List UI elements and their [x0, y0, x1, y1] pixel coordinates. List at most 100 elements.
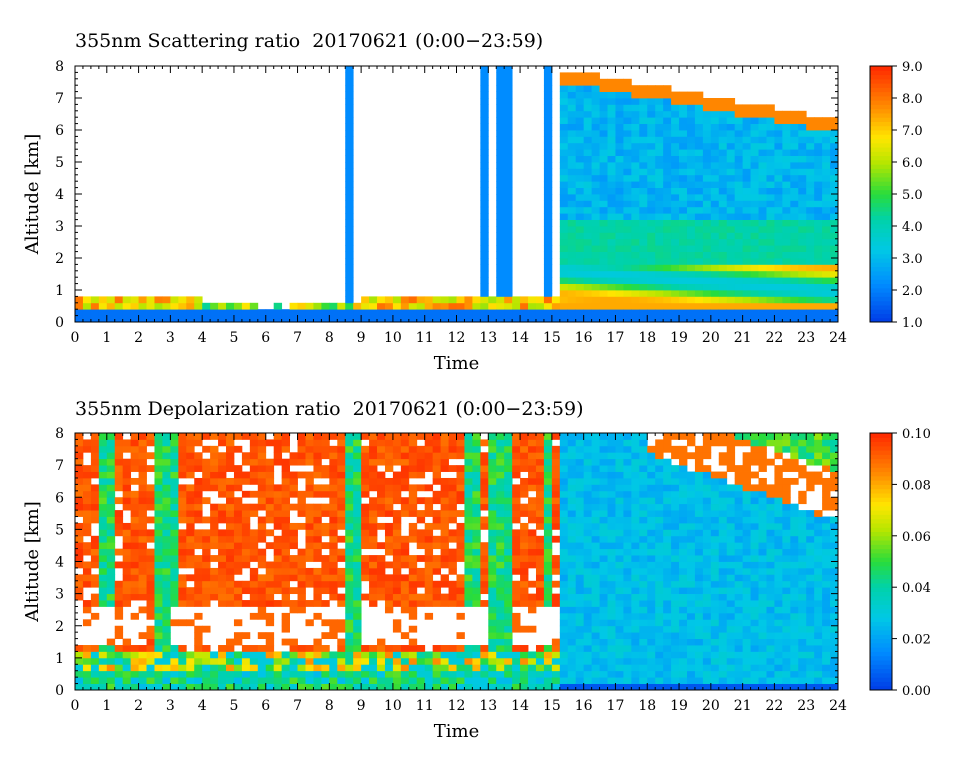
heatmap-cell	[130, 542, 139, 550]
heatmap-cell	[623, 683, 632, 691]
heatmap-cell	[90, 542, 100, 550]
heatmap-cell	[766, 162, 775, 169]
heatmap-cell	[241, 580, 251, 588]
heatmap-cell	[512, 600, 521, 607]
heatmap-cell	[329, 542, 338, 550]
heatmap-cell	[273, 510, 283, 517]
colorbar-segment	[870, 279, 892, 285]
heatmap-cell	[543, 587, 553, 595]
heatmap-cell	[321, 567, 330, 575]
heatmap-cell	[194, 683, 203, 691]
heatmap-cell	[663, 283, 672, 291]
heatmap-cell	[726, 110, 736, 118]
heatmap-cell	[686, 213, 696, 220]
heatmap-cell	[663, 516, 672, 524]
heatmap-cell	[440, 445, 449, 453]
heatmap-cell	[496, 619, 505, 627]
heatmap-cell	[321, 452, 330, 460]
heatmap-cell	[567, 484, 577, 492]
heatmap-cell	[830, 309, 839, 316]
heatmap-cell	[750, 213, 759, 220]
heatmap-cell	[408, 600, 418, 607]
heatmap-cell	[512, 677, 521, 684]
heatmap-cell	[281, 490, 290, 498]
heatmap-cell	[162, 625, 171, 633]
heatmap-cell	[512, 309, 521, 316]
heatmap-cell	[273, 548, 283, 556]
heatmap-cell	[750, 529, 759, 537]
heatmap-cell	[265, 612, 275, 620]
heatmap-cell	[392, 645, 402, 652]
heatmap-cell	[186, 657, 195, 665]
heatmap-cell	[559, 168, 569, 176]
heatmap-cell	[599, 619, 608, 627]
heatmap-cell	[154, 574, 163, 582]
heatmap-cell	[472, 651, 481, 659]
heatmap-cell	[766, 149, 775, 156]
heatmap-cell	[774, 142, 783, 150]
heatmap-cell	[734, 497, 744, 505]
heatmap-cell	[694, 187, 704, 195]
heatmap-cell	[647, 600, 656, 607]
heatmap-cell	[456, 529, 465, 537]
heatmap-cell	[599, 510, 608, 517]
heatmap-cell	[488, 645, 497, 652]
heatmap-cell	[686, 497, 696, 505]
heatmap-cell	[241, 645, 251, 652]
heatmap-cell	[559, 574, 569, 582]
heatmap-cell	[591, 85, 600, 92]
heatmap-cell	[170, 593, 179, 601]
colorbar-segment	[870, 155, 892, 161]
heatmap-cell	[408, 612, 418, 620]
heatmap-cell	[114, 510, 124, 517]
heatmap-cell	[178, 490, 187, 498]
heatmap-cell	[575, 638, 585, 646]
heatmap-cell	[98, 522, 108, 530]
heatmap-cell	[639, 632, 648, 640]
heatmap-cell	[766, 123, 775, 131]
heatmap-cell	[154, 445, 163, 453]
heatmap-cell	[734, 529, 744, 537]
heatmap-cell	[432, 516, 442, 524]
x-tick-label: 24	[829, 330, 847, 346]
heatmap-cell	[305, 315, 314, 323]
heatmap-cell	[384, 296, 394, 304]
heatmap-cell	[456, 296, 465, 304]
heatmap-cell	[639, 651, 648, 659]
heatmap-cell	[702, 206, 712, 214]
heatmap-cell	[607, 290, 616, 297]
heatmap-cell	[798, 309, 807, 316]
heatmap-cell	[575, 219, 585, 227]
heatmap-cell	[369, 670, 378, 678]
heatmap-cell	[679, 651, 688, 659]
heatmap-cell	[575, 213, 585, 220]
heatmap-cell	[543, 302, 553, 310]
heatmap-cell	[130, 458, 139, 466]
heatmap-cell	[567, 309, 577, 316]
heatmap-cell	[233, 638, 243, 646]
heatmap-cell	[623, 78, 632, 86]
heatmap-cell	[814, 219, 823, 227]
heatmap-cell	[543, 529, 553, 537]
heatmap-cell	[822, 315, 831, 323]
heatmap-cell	[424, 548, 434, 556]
heatmap-cell	[480, 677, 489, 684]
heatmap-cell	[575, 174, 585, 182]
heatmap-cell	[218, 433, 227, 440]
heatmap-cell	[265, 619, 275, 627]
heatmap-cell	[138, 574, 147, 582]
heatmap-cell	[655, 606, 664, 614]
heatmap-cell	[822, 136, 831, 144]
colorbar-segment	[870, 198, 892, 204]
heatmap-cell	[591, 174, 600, 182]
heatmap-cell	[774, 264, 783, 272]
heatmap-cell	[575, 471, 585, 479]
heatmap-cell	[448, 465, 457, 472]
heatmap-cell	[639, 85, 648, 92]
heatmap-cell	[345, 600, 354, 607]
heatmap-cell	[535, 458, 545, 466]
heatmap-cell	[535, 309, 545, 316]
heatmap-cell	[75, 645, 84, 652]
heatmap-cell	[281, 638, 290, 646]
heatmap-cell	[710, 580, 720, 588]
